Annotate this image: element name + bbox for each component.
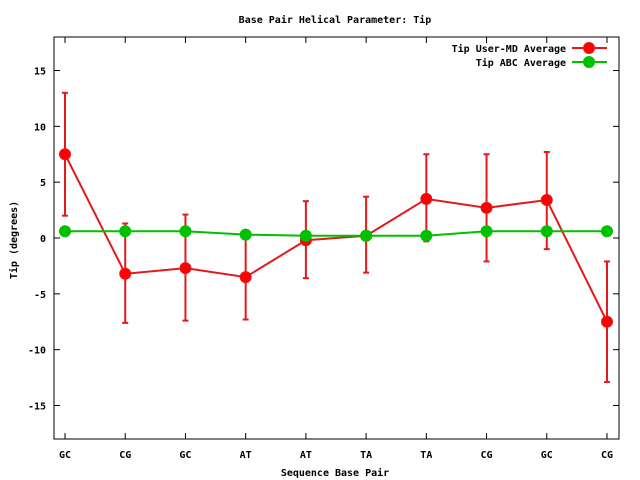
legend-label: Tip User-MD Average	[452, 43, 566, 55]
data-point	[540, 225, 553, 238]
data-point	[601, 225, 613, 238]
legend-label: Tip ABC Average	[476, 57, 566, 69]
x-tick-label: GC	[179, 450, 191, 461]
data-point	[59, 225, 71, 238]
x-tick-label: TA	[420, 450, 432, 461]
series-1	[59, 91, 613, 384]
y-tick-label: 10	[34, 122, 46, 133]
x-tick-label: CG	[119, 450, 131, 461]
data-point	[59, 148, 71, 161]
x-axis-label: Sequence Base Pair	[281, 467, 389, 479]
data-point	[179, 262, 192, 275]
data-point	[480, 201, 493, 214]
data-point	[420, 192, 433, 205]
y-tick-label: -5	[34, 290, 46, 301]
x-tick-label: GC	[541, 450, 553, 461]
data-point	[239, 228, 252, 241]
y-tick-label: -15	[28, 402, 46, 413]
data-point	[239, 271, 252, 284]
y-axis: -15 -10 -5 0 5 10 15	[28, 67, 619, 413]
y-tick-label: 0	[40, 234, 46, 245]
x-axis: GC CG GC AT AT TA TA CG GC CG	[59, 37, 613, 461]
legend-swatch-marker	[583, 42, 595, 54]
data-point	[299, 229, 312, 242]
series-line	[64, 153, 608, 323]
x-tick-label: CG	[481, 450, 493, 461]
x-tick-label: AT	[240, 450, 252, 461]
y-tick-label: 5	[40, 178, 46, 189]
x-tick-label: AT	[300, 450, 312, 461]
data-point	[360, 229, 373, 242]
y-tick-label: 15	[34, 67, 46, 78]
x-tick-label: GC	[59, 450, 71, 461]
y-tick-label: -10	[28, 346, 46, 357]
series-2	[59, 225, 613, 242]
data-point	[119, 225, 132, 238]
data-point	[420, 229, 433, 242]
series-line	[65, 230, 607, 237]
y-axis-label: Tip (degrees)	[8, 201, 20, 279]
legend-swatch-marker	[583, 56, 595, 68]
series-layer	[59, 91, 613, 384]
x-tick-label: CG	[601, 450, 613, 461]
data-point	[179, 225, 192, 238]
data-point	[540, 194, 553, 207]
data-point	[119, 267, 132, 280]
data-point	[480, 225, 493, 238]
chart-title: Base Pair Helical Parameter: Tip	[239, 14, 432, 26]
data-point	[601, 315, 613, 328]
legend: Tip User-MD Average Tip ABC Average	[452, 42, 607, 69]
x-tick-label: TA	[360, 450, 372, 461]
